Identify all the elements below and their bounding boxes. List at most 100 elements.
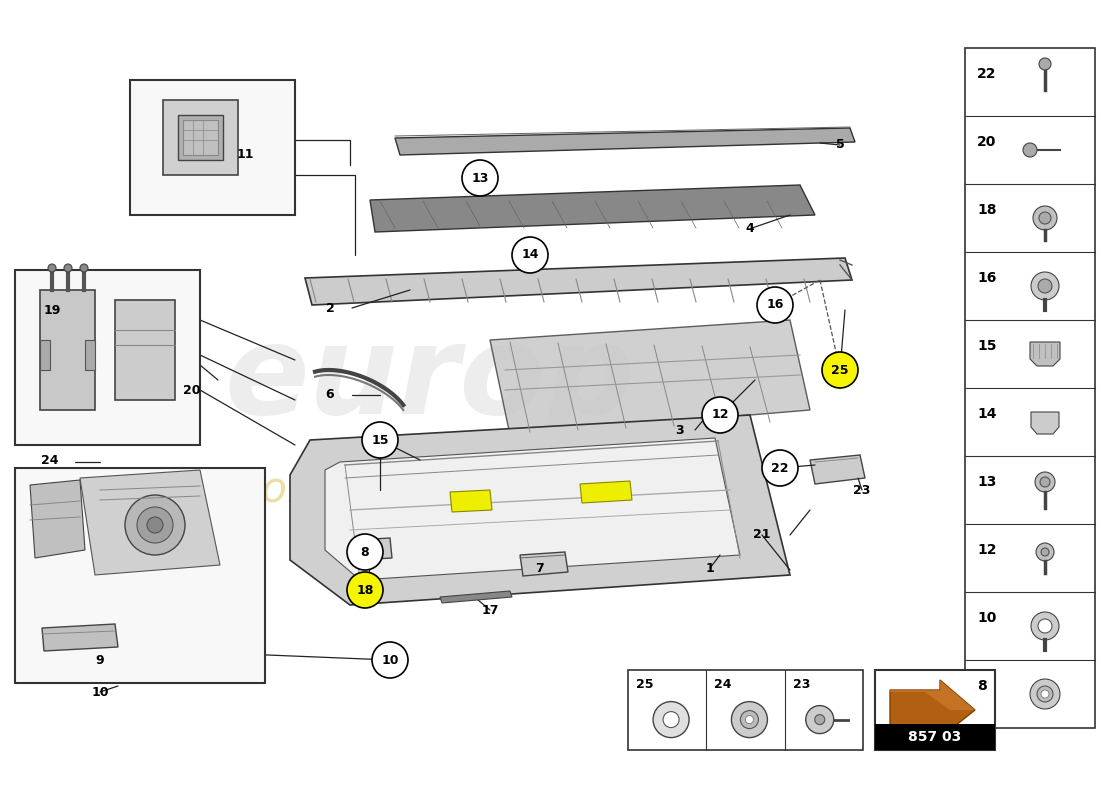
Text: 24: 24 xyxy=(42,454,58,466)
Text: 17: 17 xyxy=(482,603,498,617)
Polygon shape xyxy=(355,538,392,560)
Circle shape xyxy=(702,397,738,433)
Circle shape xyxy=(1038,619,1052,633)
Circle shape xyxy=(1040,58,1050,70)
Text: 3: 3 xyxy=(675,423,684,437)
Circle shape xyxy=(125,495,185,555)
Polygon shape xyxy=(290,415,790,605)
Bar xyxy=(116,300,175,400)
Circle shape xyxy=(822,352,858,388)
Text: 19: 19 xyxy=(43,303,60,317)
Polygon shape xyxy=(30,480,85,558)
Text: 20: 20 xyxy=(184,383,200,397)
Text: 12: 12 xyxy=(712,409,728,422)
Circle shape xyxy=(147,517,163,533)
Text: 13: 13 xyxy=(471,171,488,185)
Polygon shape xyxy=(42,624,118,651)
Circle shape xyxy=(762,450,798,486)
Circle shape xyxy=(757,287,793,323)
Text: 25: 25 xyxy=(636,678,653,690)
Circle shape xyxy=(48,264,56,272)
Circle shape xyxy=(1031,612,1059,640)
Polygon shape xyxy=(580,481,632,503)
Text: 7: 7 xyxy=(536,562,544,574)
Polygon shape xyxy=(810,455,865,484)
Text: 22: 22 xyxy=(977,67,997,81)
Circle shape xyxy=(362,422,398,458)
Text: 25: 25 xyxy=(832,363,849,377)
Bar xyxy=(628,670,864,750)
Bar xyxy=(178,115,223,160)
Circle shape xyxy=(346,572,383,608)
Text: 20: 20 xyxy=(977,135,997,149)
Text: 10: 10 xyxy=(977,611,997,625)
Bar xyxy=(40,290,95,410)
Circle shape xyxy=(64,264,72,272)
Text: 16: 16 xyxy=(977,271,997,285)
Text: 9: 9 xyxy=(96,654,104,666)
Text: 15: 15 xyxy=(372,434,388,446)
Bar xyxy=(874,724,996,750)
Text: 23: 23 xyxy=(854,483,871,497)
Polygon shape xyxy=(890,680,975,738)
Polygon shape xyxy=(1030,342,1060,366)
Polygon shape xyxy=(450,490,492,512)
Circle shape xyxy=(1030,679,1060,709)
Bar xyxy=(15,468,265,683)
Circle shape xyxy=(346,534,383,570)
Bar xyxy=(183,120,218,155)
Text: 8: 8 xyxy=(977,679,987,693)
Text: 11: 11 xyxy=(236,147,254,161)
Text: 8: 8 xyxy=(361,546,370,558)
Text: 10: 10 xyxy=(91,686,109,698)
Polygon shape xyxy=(395,128,855,155)
Polygon shape xyxy=(890,680,975,710)
Bar xyxy=(130,80,295,215)
Text: 12: 12 xyxy=(977,543,997,557)
Circle shape xyxy=(1023,143,1037,157)
Text: 13: 13 xyxy=(977,475,997,489)
Text: 18: 18 xyxy=(356,583,374,597)
Polygon shape xyxy=(440,591,512,603)
Bar xyxy=(874,670,996,750)
Bar xyxy=(15,270,200,445)
Bar xyxy=(965,48,1094,728)
Circle shape xyxy=(1033,206,1057,230)
Text: europ: europ xyxy=(224,319,636,441)
Text: 21: 21 xyxy=(754,529,771,542)
Polygon shape xyxy=(370,185,815,232)
Text: 14: 14 xyxy=(521,249,539,262)
Circle shape xyxy=(1040,477,1050,487)
Circle shape xyxy=(512,237,548,273)
Bar xyxy=(85,340,95,370)
Text: 857 03: 857 03 xyxy=(909,730,961,744)
Text: 24: 24 xyxy=(714,678,732,690)
Text: 14: 14 xyxy=(977,407,997,421)
Text: a passion for parts since 1985: a passion for parts since 1985 xyxy=(116,469,745,511)
Circle shape xyxy=(746,716,754,724)
Text: 22: 22 xyxy=(771,462,789,474)
Circle shape xyxy=(1036,543,1054,561)
Text: 5: 5 xyxy=(836,138,845,151)
Text: 23: 23 xyxy=(793,678,810,690)
Circle shape xyxy=(815,714,825,725)
Text: 15: 15 xyxy=(977,339,997,353)
Circle shape xyxy=(1038,279,1052,293)
Circle shape xyxy=(732,702,768,738)
Circle shape xyxy=(372,642,408,678)
Text: 6: 6 xyxy=(326,389,334,402)
Circle shape xyxy=(1041,690,1049,698)
Circle shape xyxy=(462,160,498,196)
Circle shape xyxy=(80,264,88,272)
Bar xyxy=(40,340,49,370)
Polygon shape xyxy=(1031,412,1059,434)
Bar xyxy=(163,100,238,175)
Circle shape xyxy=(1041,548,1049,556)
Circle shape xyxy=(1035,472,1055,492)
Polygon shape xyxy=(490,320,810,435)
Text: 2: 2 xyxy=(326,302,334,314)
Polygon shape xyxy=(80,470,220,575)
Text: 4: 4 xyxy=(746,222,755,234)
Circle shape xyxy=(805,706,834,734)
Circle shape xyxy=(663,712,679,728)
